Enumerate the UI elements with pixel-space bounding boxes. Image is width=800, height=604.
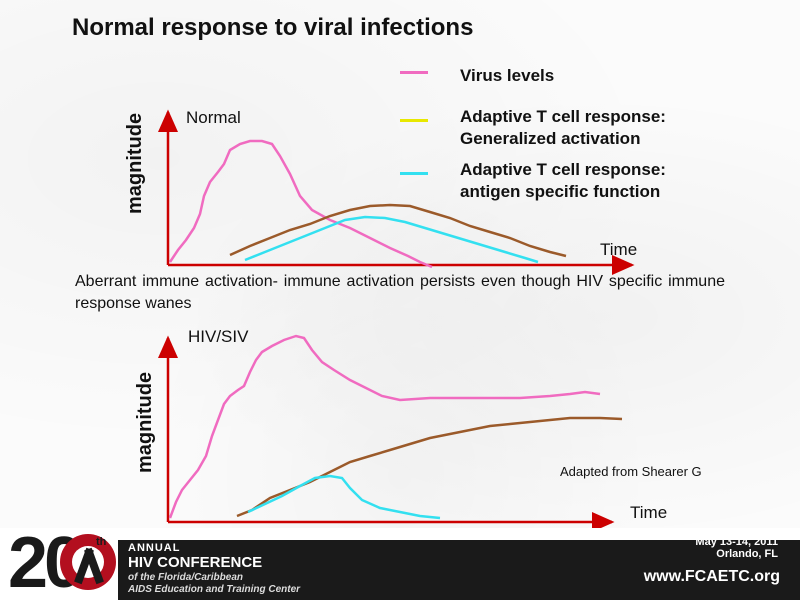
top-condition-label: Normal (186, 108, 241, 127)
footer-website: www.FCAETC.org (643, 568, 780, 585)
top-xlabel: Time (600, 240, 638, 259)
legend-swatch-virus (400, 71, 428, 74)
bottom-specific-curve (247, 474, 441, 520)
explanation-paragraph: Aberrant immune activation- immune activ… (75, 273, 725, 312)
legend-label-generalized-2: Generalized activation (460, 129, 641, 148)
footer-ordinal: th (96, 536, 107, 548)
legend-label-specific-2: antigen specific function (460, 182, 661, 201)
conference-footer: 20 th ANNUAL HIV CONFERENCE of the Flori… (0, 523, 800, 603)
footer-subtitle-1: of the Florida/Caribbean (128, 572, 244, 583)
legend-label-specific-1: Adaptive T cell response: (460, 160, 666, 179)
footer-conference: HIV CONFERENCE (128, 554, 263, 571)
legend-label-virus: Virus levels (460, 66, 555, 85)
legend-swatch-specific (400, 172, 428, 175)
footer-subtitle-2: AIDS Education and Training Center (128, 584, 301, 595)
top-specific-curve (244, 215, 539, 264)
legend-swatch-generalized (400, 119, 428, 122)
footer-annual: ANNUAL (128, 542, 181, 554)
top-generalized-curve (229, 203, 567, 258)
bottom-xlabel: Time (630, 503, 668, 522)
footer-date: May 13-14, 2011 (695, 536, 778, 548)
footer-band (118, 540, 800, 600)
top-virus-curve (168, 139, 433, 269)
bottom-condition-label: HIV/SIV (188, 327, 249, 346)
bottom-generalized-curve (236, 416, 623, 518)
footer-city: Orlando, FL (716, 548, 778, 560)
slide-title: Normal response to viral infections (72, 14, 474, 41)
response-curves (158, 109, 635, 528)
bottom-virus-curve (168, 334, 601, 519)
credit-text: Adapted from Shearer G (560, 464, 702, 479)
legend-label-generalized-1: Adaptive T cell response: (460, 107, 666, 126)
